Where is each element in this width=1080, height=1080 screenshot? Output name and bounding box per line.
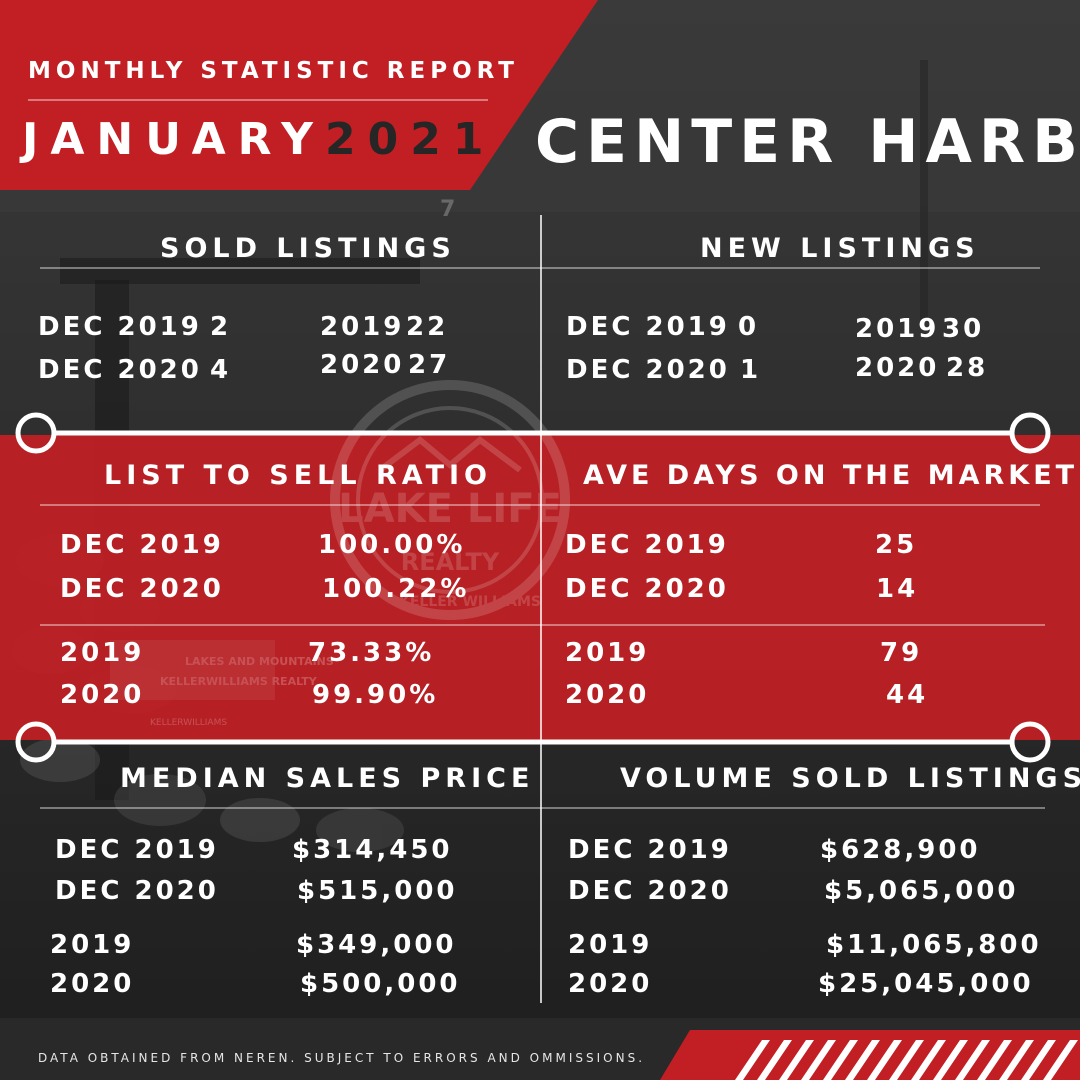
svg-text:KELLERWILLIAMS REALTY: KELLERWILLIAMS REALTY <box>160 675 318 688</box>
sold-2019-value: 22 <box>406 312 449 342</box>
ratio-title: LIST TO SELL RATIO <box>104 460 492 491</box>
header-red-panel <box>0 0 598 190</box>
days-2019-label: 2019 <box>565 638 650 668</box>
timeline-circle-top-right <box>1009 412 1051 454</box>
ratio-dec2019-value: 100.00% <box>318 530 466 560</box>
red-middle-band <box>0 435 1080 740</box>
volume-2020-value: $25,045,000 <box>818 969 1034 999</box>
timeline-circle-top-left <box>15 412 57 454</box>
ratio-dec2019-label: DEC 2019 <box>60 530 224 560</box>
footer-red-stripes <box>660 1030 1080 1080</box>
ratio-2019-label: 2019 <box>60 638 145 668</box>
median-dec2020-label: DEC 2020 <box>55 876 219 906</box>
svg-text:KELLERWILLIAMS: KELLERWILLIAMS <box>150 718 227 728</box>
ratio-2020-value: 99.90% <box>312 680 439 710</box>
volume-dec2019-label: DEC 2019 <box>568 835 732 865</box>
new-2019-value: 30 <box>942 314 985 344</box>
report-month: JANUARY <box>22 114 326 165</box>
kw-sign-watermark: LAKES AND MOUNTAINS KELLERWILLIAMS REALT… <box>110 640 334 728</box>
svg-text:LAKE LIFE: LAKE LIFE <box>338 486 562 532</box>
sold-dec2019-label: DEC 2019 <box>38 312 202 342</box>
lake-life-logo-watermark: LAKE LIFE REALTY KELLER WILLIAMS <box>330 380 570 620</box>
report-month-year: JANUARY2021 <box>22 118 495 162</box>
days-title: AVE DAYS ON THE MARKET <box>583 460 1079 491</box>
median-2019-label: 2019 <box>50 930 135 960</box>
timeline-circle-bottom-left <box>15 721 57 763</box>
days-dec2020-label: DEC 2020 <box>565 574 729 604</box>
new-dec2019-value: 0 <box>738 312 760 342</box>
median-dec2019-value: $314,450 <box>292 835 453 865</box>
volume-2019-label: 2019 <box>568 930 653 960</box>
median-2020-value: $500,000 <box>300 969 461 999</box>
town-name: CENTER HARBOR <box>535 107 1080 177</box>
sign-beam <box>60 258 420 284</box>
ratio-dec2020-label: DEC 2020 <box>60 574 224 604</box>
ratio-2019-value: 73.33% <box>308 638 435 668</box>
volume-2020-label: 2020 <box>568 969 653 999</box>
timeline-circle-bottom-right <box>1009 721 1051 763</box>
ratio-2020-label: 2020 <box>60 680 145 710</box>
sold-2020-value: 27 <box>408 350 451 380</box>
median-2019-value: $349,000 <box>296 930 457 960</box>
new-dec2020-label: DEC 2020 <box>566 355 730 385</box>
new-2019-label: 2019 <box>855 314 940 344</box>
house-number-7: 7 <box>440 197 455 222</box>
volume-title: VOLUME SOLD LISTINGS <box>620 763 1080 794</box>
days-dec2019-value: 25 <box>875 530 918 560</box>
ratio-dec2020-value: 100.22% <box>322 574 470 604</box>
new-dec2020-value: 1 <box>740 355 762 385</box>
report-label: MONTHLY STATISTIC REPORT <box>28 58 519 84</box>
days-dec2019-label: DEC 2019 <box>565 530 729 560</box>
volume-dec2020-value: $5,065,000 <box>824 876 1019 906</box>
median-dec2019-label: DEC 2019 <box>55 835 219 865</box>
days-2020-label: 2020 <box>565 680 650 710</box>
sold-dec2020-label: DEC 2020 <box>38 355 202 385</box>
pole-right <box>920 60 928 320</box>
svg-text:KELLER WILLIAMS: KELLER WILLIAMS <box>399 594 541 610</box>
new-2020-label: 2020 <box>855 353 940 383</box>
sold-2019-label: 2019 <box>320 312 405 342</box>
sold-dec2020-value: 4 <box>210 355 232 385</box>
median-2020-label: 2020 <box>50 969 135 999</box>
sold-2020-label: 2020 <box>320 350 405 380</box>
volume-2019-value: $11,065,800 <box>826 930 1042 960</box>
median-title: MEDIAN SALES PRICE <box>120 763 535 794</box>
volume-dec2019-value: $628,900 <box>820 835 981 865</box>
days-2020-value: 44 <box>886 680 929 710</box>
days-2019-value: 79 <box>880 638 923 668</box>
svg-text:REALTY: REALTY <box>401 548 500 576</box>
median-dec2020-value: $515,000 <box>297 876 458 906</box>
volume-dec2020-label: DEC 2020 <box>568 876 732 906</box>
days-dec2020-value: 14 <box>876 574 919 604</box>
footer-disclaimer: DATA OBTAINED FROM NEREN. SUBJECT TO ERR… <box>38 1051 646 1065</box>
new-listings-title: NEW LISTINGS <box>700 233 980 264</box>
sold-dec2019-value: 2 <box>210 312 232 342</box>
new-dec2019-label: DEC 2019 <box>566 312 730 342</box>
sold-listings-title: SOLD LISTINGS <box>160 233 456 264</box>
new-2020-value: 28 <box>946 353 989 383</box>
svg-text:LAKES AND MOUNTAINS: LAKES AND MOUNTAINS <box>185 655 334 668</box>
report-year: 2021 <box>325 114 496 165</box>
